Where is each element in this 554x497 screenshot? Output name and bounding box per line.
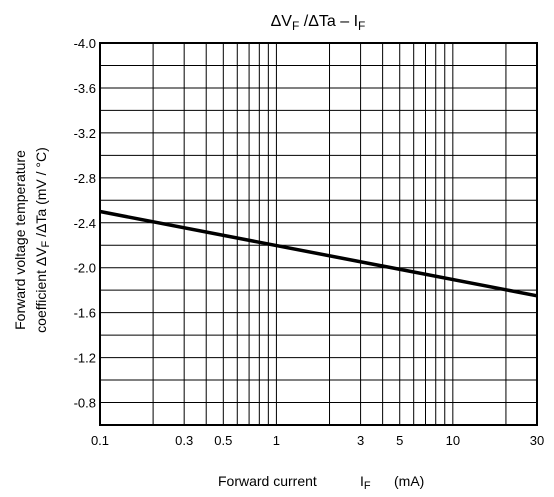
y-tick-label: -2.4 <box>74 216 96 231</box>
y-axis-label-line2-sub: F <box>40 240 52 247</box>
y-tick-label: -3.2 <box>74 126 96 141</box>
x-axis-label-symbol: IF <box>360 473 371 492</box>
x-tick-label: 0.1 <box>91 433 109 448</box>
data-series <box>99 209 538 298</box>
y-tick-label: -1.2 <box>74 351 96 366</box>
grid-lines <box>100 43 537 425</box>
x-tick-label: 3 <box>357 433 364 448</box>
x-tick-label: 0.5 <box>214 433 232 448</box>
x-axis-label-unit: (mA) <box>394 473 424 489</box>
y-axis-label-line1: Forward voltage temperature <box>12 150 28 330</box>
chart-title-main: ΔV <box>271 13 293 30</box>
x-tick-label: 10 <box>446 433 460 448</box>
x-axis-label-main: Forward current <box>218 473 317 489</box>
x-tick-label: 30 <box>530 433 544 448</box>
x-tick-label: 0.3 <box>175 433 193 448</box>
chart-title-sub1: F <box>292 19 299 33</box>
y-tick-label: -4.0 <box>74 36 96 51</box>
y-tick-label: -3.6 <box>74 81 96 96</box>
chart-title: ΔVF /ΔTa – IF <box>271 13 366 33</box>
y-axis-label-line2-post: /ΔTa (mV / °C) <box>33 147 49 241</box>
y-tick-label: -2.0 <box>74 261 96 276</box>
x-axis-label: Forward current IF (mA) <box>218 473 424 492</box>
y-axis-label-line2: coefficient ΔVF /ΔTa (mV / °C) <box>33 147 52 333</box>
y-tick-label: -0.8 <box>74 396 96 411</box>
chart-title-sub2: F <box>358 19 365 33</box>
x-axis-label-i: I <box>360 473 364 489</box>
x-tick-label: 5 <box>396 433 403 448</box>
x-tick-label: 1 <box>273 433 280 448</box>
plot-frame <box>99 42 538 426</box>
x-axis-label-sub: F <box>364 480 371 492</box>
series-line <box>99 209 538 298</box>
y-axis-label: Forward voltage temperature coefficient … <box>12 147 52 333</box>
y-tick-label: -1.6 <box>74 306 96 321</box>
tick-labels: 0.1 0.3 0.5 1 3 5 10 30 -4.0 -3.6 -3.2 -2.8 -2.4 -2.0… <box>74 36 545 448</box>
y-tick-label: -2.8 <box>74 171 96 186</box>
y-axis-label-line2-pre: coefficient ΔV <box>33 247 49 333</box>
chart-title-mid: /ΔTa – I <box>299 13 358 30</box>
